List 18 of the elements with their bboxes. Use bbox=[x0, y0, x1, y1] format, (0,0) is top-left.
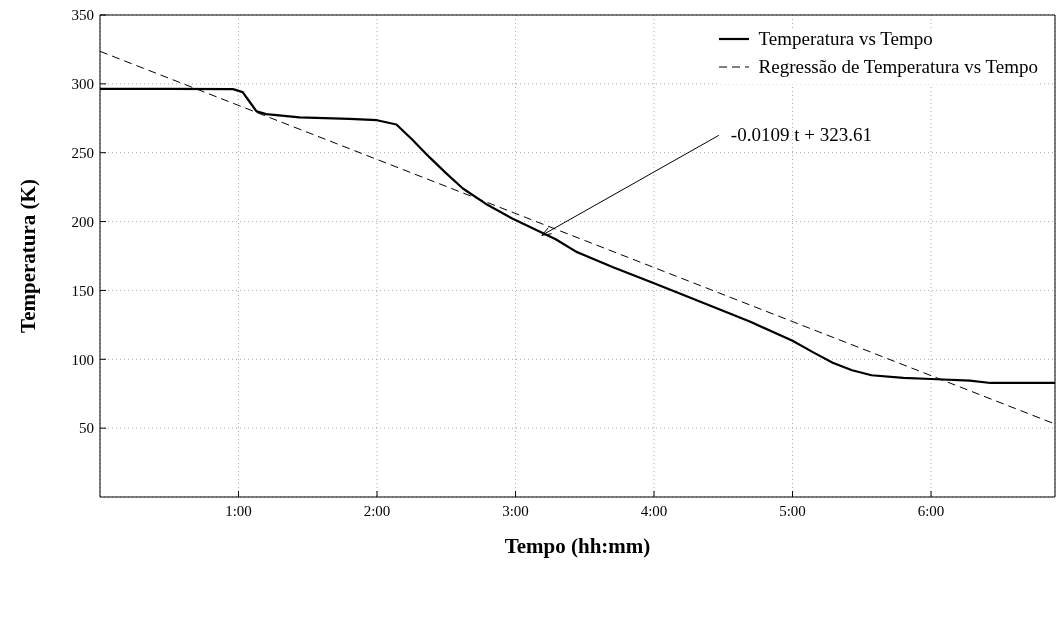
x-tick-label: 1:00 bbox=[225, 502, 252, 519]
legend-label: Regressão de Temperatura vs Tempo bbox=[758, 56, 1038, 78]
x-tick-label: 3:00 bbox=[502, 502, 529, 519]
annotation: -0.0109 t + 323.61 bbox=[730, 124, 872, 146]
x-tick-label: 4:00 bbox=[640, 502, 668, 519]
y-tick-label: 300 bbox=[71, 76, 94, 93]
y-tick-label: 350 bbox=[71, 7, 94, 24]
y-tick-label: 150 bbox=[71, 282, 94, 299]
y-tick-label: 250 bbox=[71, 145, 94, 162]
x-tick-label: 2:00 bbox=[363, 502, 391, 519]
y-axis-title: Temperatura (K) bbox=[16, 179, 41, 333]
legend-label: Temperatura vs Tempo bbox=[758, 28, 933, 50]
x-axis-title: Tempo (hh:mm) bbox=[504, 534, 651, 558]
y-tick-label: 200 bbox=[71, 213, 94, 230]
x-tick-label: 5:00 bbox=[779, 502, 806, 519]
y-tick-label: 100 bbox=[71, 351, 94, 368]
y-tick-label: 50 bbox=[79, 420, 94, 437]
x-tick-label: 6:00 bbox=[917, 502, 945, 519]
